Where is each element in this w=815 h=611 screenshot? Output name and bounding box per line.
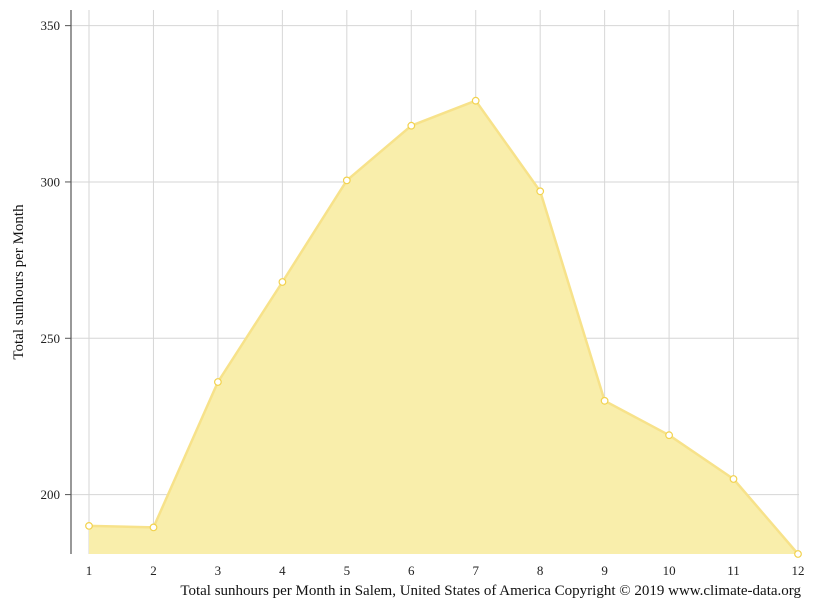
data-point-month-9	[600, 396, 609, 405]
area-fill	[89, 100, 798, 554]
y-tick-label-350: 350	[41, 18, 61, 33]
data-point-month-6	[407, 121, 416, 130]
data-point-month-12	[794, 550, 802, 558]
chart-caption: Total sunhours per Month in Salem, Unite…	[180, 583, 801, 599]
data-point-month-4	[278, 278, 287, 286]
y-tick-labels: 200 250 300 350	[41, 18, 61, 502]
series-line	[88, 99, 799, 555]
data-point-month-10	[665, 431, 673, 440]
x-tick-label-7: 7	[472, 563, 479, 578]
data-point-month-5	[342, 176, 351, 185]
x-tick-label-10: 10	[663, 563, 676, 578]
x-tick-label-9: 9	[601, 563, 608, 578]
y-axis-title: Total sunhours per Month	[11, 204, 27, 360]
data-point-month-2	[149, 523, 158, 532]
data-point-month-3	[213, 378, 222, 386]
axes	[65, 10, 72, 554]
data-point-month-7	[471, 96, 480, 105]
data-point-month-11	[729, 475, 738, 483]
x-tick-label-6: 6	[408, 563, 415, 578]
x-tick-labels: 1 2 3 4 5 6 7 8 9 10 11 12	[86, 563, 805, 578]
y-tick-label-200: 200	[41, 487, 61, 502]
x-tick-label-3: 3	[215, 563, 222, 578]
x-tick-label-12: 12	[792, 563, 805, 578]
x-tick-label-2: 2	[150, 563, 157, 578]
area-series	[88, 99, 799, 555]
x-tick-label-1: 1	[86, 563, 93, 578]
data-point-month-1	[85, 522, 93, 530]
x-tick-label-11: 11	[727, 563, 740, 578]
markers	[85, 96, 802, 558]
x-tick-label-8: 8	[537, 563, 544, 578]
y-tick-label-300: 300	[41, 174, 61, 189]
y-tick-label-250: 250	[41, 331, 61, 346]
data-point-month-8	[536, 187, 545, 196]
x-tick-label-5: 5	[344, 563, 351, 578]
x-tick-label-4: 4	[279, 563, 286, 578]
